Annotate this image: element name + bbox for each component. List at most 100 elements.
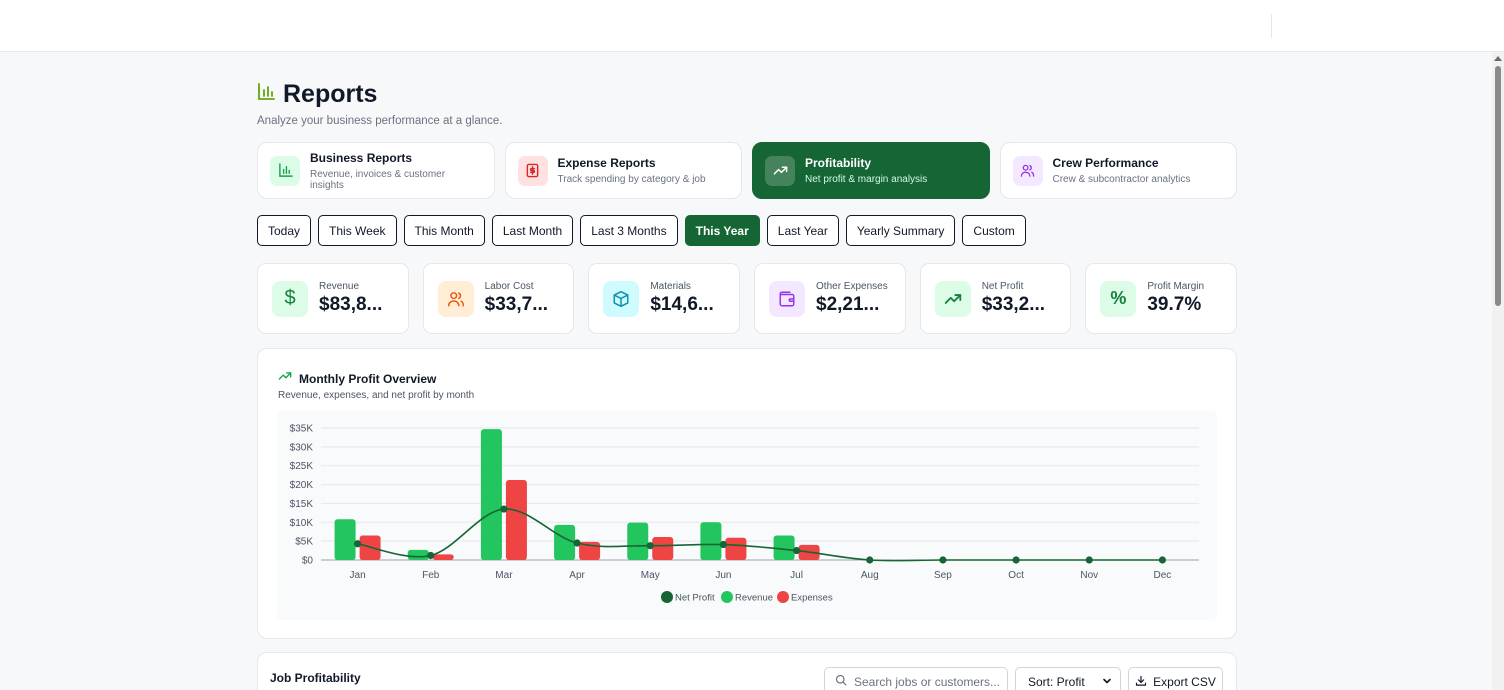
kpi-value: $33,7... [484, 294, 549, 315]
bar-expenses [432, 554, 454, 560]
tab-crew-performance[interactable]: Crew Performance Crew & subcontractor an… [999, 142, 1237, 199]
search-placeholder: Search jobs or customers... [854, 675, 1001, 689]
wallet-icon [769, 280, 806, 317]
x-tick-label: Sep [934, 570, 952, 581]
bar-chart-icon [270, 155, 300, 186]
net-profit-point [646, 542, 654, 550]
kpi-label: Materials [650, 281, 691, 292]
job-profitability-card: Job Profitability Search jobs or custome… [257, 652, 1237, 690]
x-tick-label: Feb [422, 570, 440, 581]
chevron-down-icon [1102, 675, 1112, 689]
legend-label: Expenses [791, 593, 833, 604]
period-today[interactable]: Today [257, 215, 312, 246]
x-tick-label: Nov [1080, 570, 1098, 581]
scroll-up-arrow-icon[interactable] [1494, 56, 1502, 61]
kpi-revenue: $ Revenue $83,8... [257, 263, 409, 334]
y-tick-label: $30K [290, 442, 314, 453]
package-icon [603, 280, 640, 317]
net-profit-point [939, 556, 947, 564]
tab-title: Profitability [805, 156, 872, 170]
kpi-label: Other Expenses [816, 281, 888, 292]
trending-up-icon [765, 155, 795, 186]
dollar-icon: $ [272, 280, 308, 317]
chart-subtitle: Revenue, expenses, and net profit by mon… [278, 390, 475, 401]
y-tick-label: $20K [290, 480, 314, 491]
tab-title: Crew Performance [1052, 156, 1159, 170]
tab-description: Track spending by category & job [557, 174, 706, 185]
users-icon [1012, 155, 1043, 186]
kpi-labor-cost: Labor Cost $33,7... [422, 263, 575, 334]
kpi-value: $14,6... [650, 294, 714, 315]
tab-expense-reports[interactable]: Expense Reports Track spending by catego… [504, 142, 742, 199]
download-icon [1135, 675, 1147, 690]
chart-area: $0 $5K $10K $15K $20K $25K $30K $35K Jan Feb Mar Ap… [277, 411, 1217, 620]
kpi-profit-margin: % Profit Margin 39.7% [1085, 263, 1238, 334]
bar-revenue [554, 524, 576, 560]
period-yearly-summary[interactable]: Yearly Summary [845, 215, 956, 246]
period-last-3-months[interactable]: Last 3 Months [580, 215, 678, 246]
bar-expenses [505, 480, 527, 560]
bar-revenue [773, 535, 795, 560]
legend-label: Net Profit [675, 593, 715, 604]
kpi-label: Profit Margin [1147, 281, 1205, 292]
page-scrollbar[interactable] [1492, 52, 1504, 690]
tab-title: Business Reports [310, 150, 413, 165]
net-profit-point [353, 540, 362, 548]
kpi-other-expenses: Other Expenses $2,21... [754, 263, 906, 334]
legend-marker [777, 591, 789, 603]
tab-title: Expense Reports [557, 156, 656, 170]
profit-chart: $0 $5K $10K $15K $20K $25K $30K $35K Jan Feb Mar Ap… [290, 424, 1199, 604]
tab-profitability[interactable]: Profitability Net profit & margin analys… [752, 142, 990, 199]
bar-revenue [334, 519, 356, 560]
net-profit-point [1012, 556, 1020, 564]
kpi-net-profit: Net Profit $33,2... [919, 263, 1072, 334]
x-tick-label: May [641, 570, 660, 581]
bar-expenses [725, 537, 747, 560]
period-this-year[interactable]: This Year [684, 215, 760, 246]
export-csv-button[interactable]: Export CSV [1128, 667, 1223, 690]
chart-title: Monthly Profit Overview [299, 371, 437, 386]
tab-description: Crew & subcontractor analytics [1052, 174, 1191, 185]
y-tick-label: $15K [290, 499, 314, 510]
sort-select[interactable]: Sort: Profit [1015, 667, 1121, 690]
percent-icon: % [1100, 280, 1137, 317]
x-tick-label: Apr [569, 570, 585, 581]
bar-revenue [407, 549, 429, 560]
period-this-week[interactable]: This Week [318, 215, 397, 246]
net-profit-point [866, 556, 874, 564]
top-bar [0, 0, 1504, 52]
kpi-value: $2,21... [816, 294, 880, 315]
monthly-profit-chart-card: Monthly Profit Overview Revenue, expense… [257, 348, 1237, 639]
period-this-month[interactable]: This Month [403, 215, 485, 246]
receipt-icon [517, 155, 548, 186]
tab-business-reports[interactable]: Business Reports Revenue, invoices & cus… [257, 142, 495, 199]
bar-expenses [652, 536, 674, 560]
section-title: Job Profitability [270, 671, 361, 685]
net-profit-point [500, 505, 508, 513]
x-tick-label: Jan [350, 570, 366, 581]
page-title: Reports [283, 80, 378, 108]
tab-description: Revenue, invoices & customer insights [310, 168, 446, 191]
net-profit-point [792, 546, 801, 555]
y-tick-label: $0 [302, 556, 314, 567]
net-profit-point [1158, 556, 1167, 564]
page-subtitle: Analyze your business performance at a g… [257, 115, 503, 127]
y-tick-label: $5K [295, 537, 313, 548]
y-tick-label: $10K [290, 518, 314, 529]
period-filters: Today This Week This Month Last Month La… [257, 215, 1026, 246]
period-last-month[interactable]: Last Month [491, 215, 574, 246]
search-icon [835, 673, 847, 690]
kpi-value: $33,2... [981, 294, 1046, 315]
legend-label: Revenue [735, 593, 773, 604]
scrollbar-thumb[interactable] [1495, 66, 1501, 306]
period-last-year[interactable]: Last Year [766, 215, 839, 246]
period-custom[interactable]: Custom [962, 215, 1026, 246]
x-tick-label: Dec [1154, 570, 1172, 581]
net-profit-point [719, 540, 728, 549]
report-type-tabs: Business Reports Revenue, invoices & cus… [257, 142, 1237, 199]
bar-revenue [480, 429, 502, 560]
topbar-divider [1271, 14, 1272, 38]
net-profit-line [357, 508, 1163, 562]
x-tick-label: Mar [495, 570, 513, 581]
search-input[interactable]: Search jobs or customers... [824, 667, 1008, 690]
